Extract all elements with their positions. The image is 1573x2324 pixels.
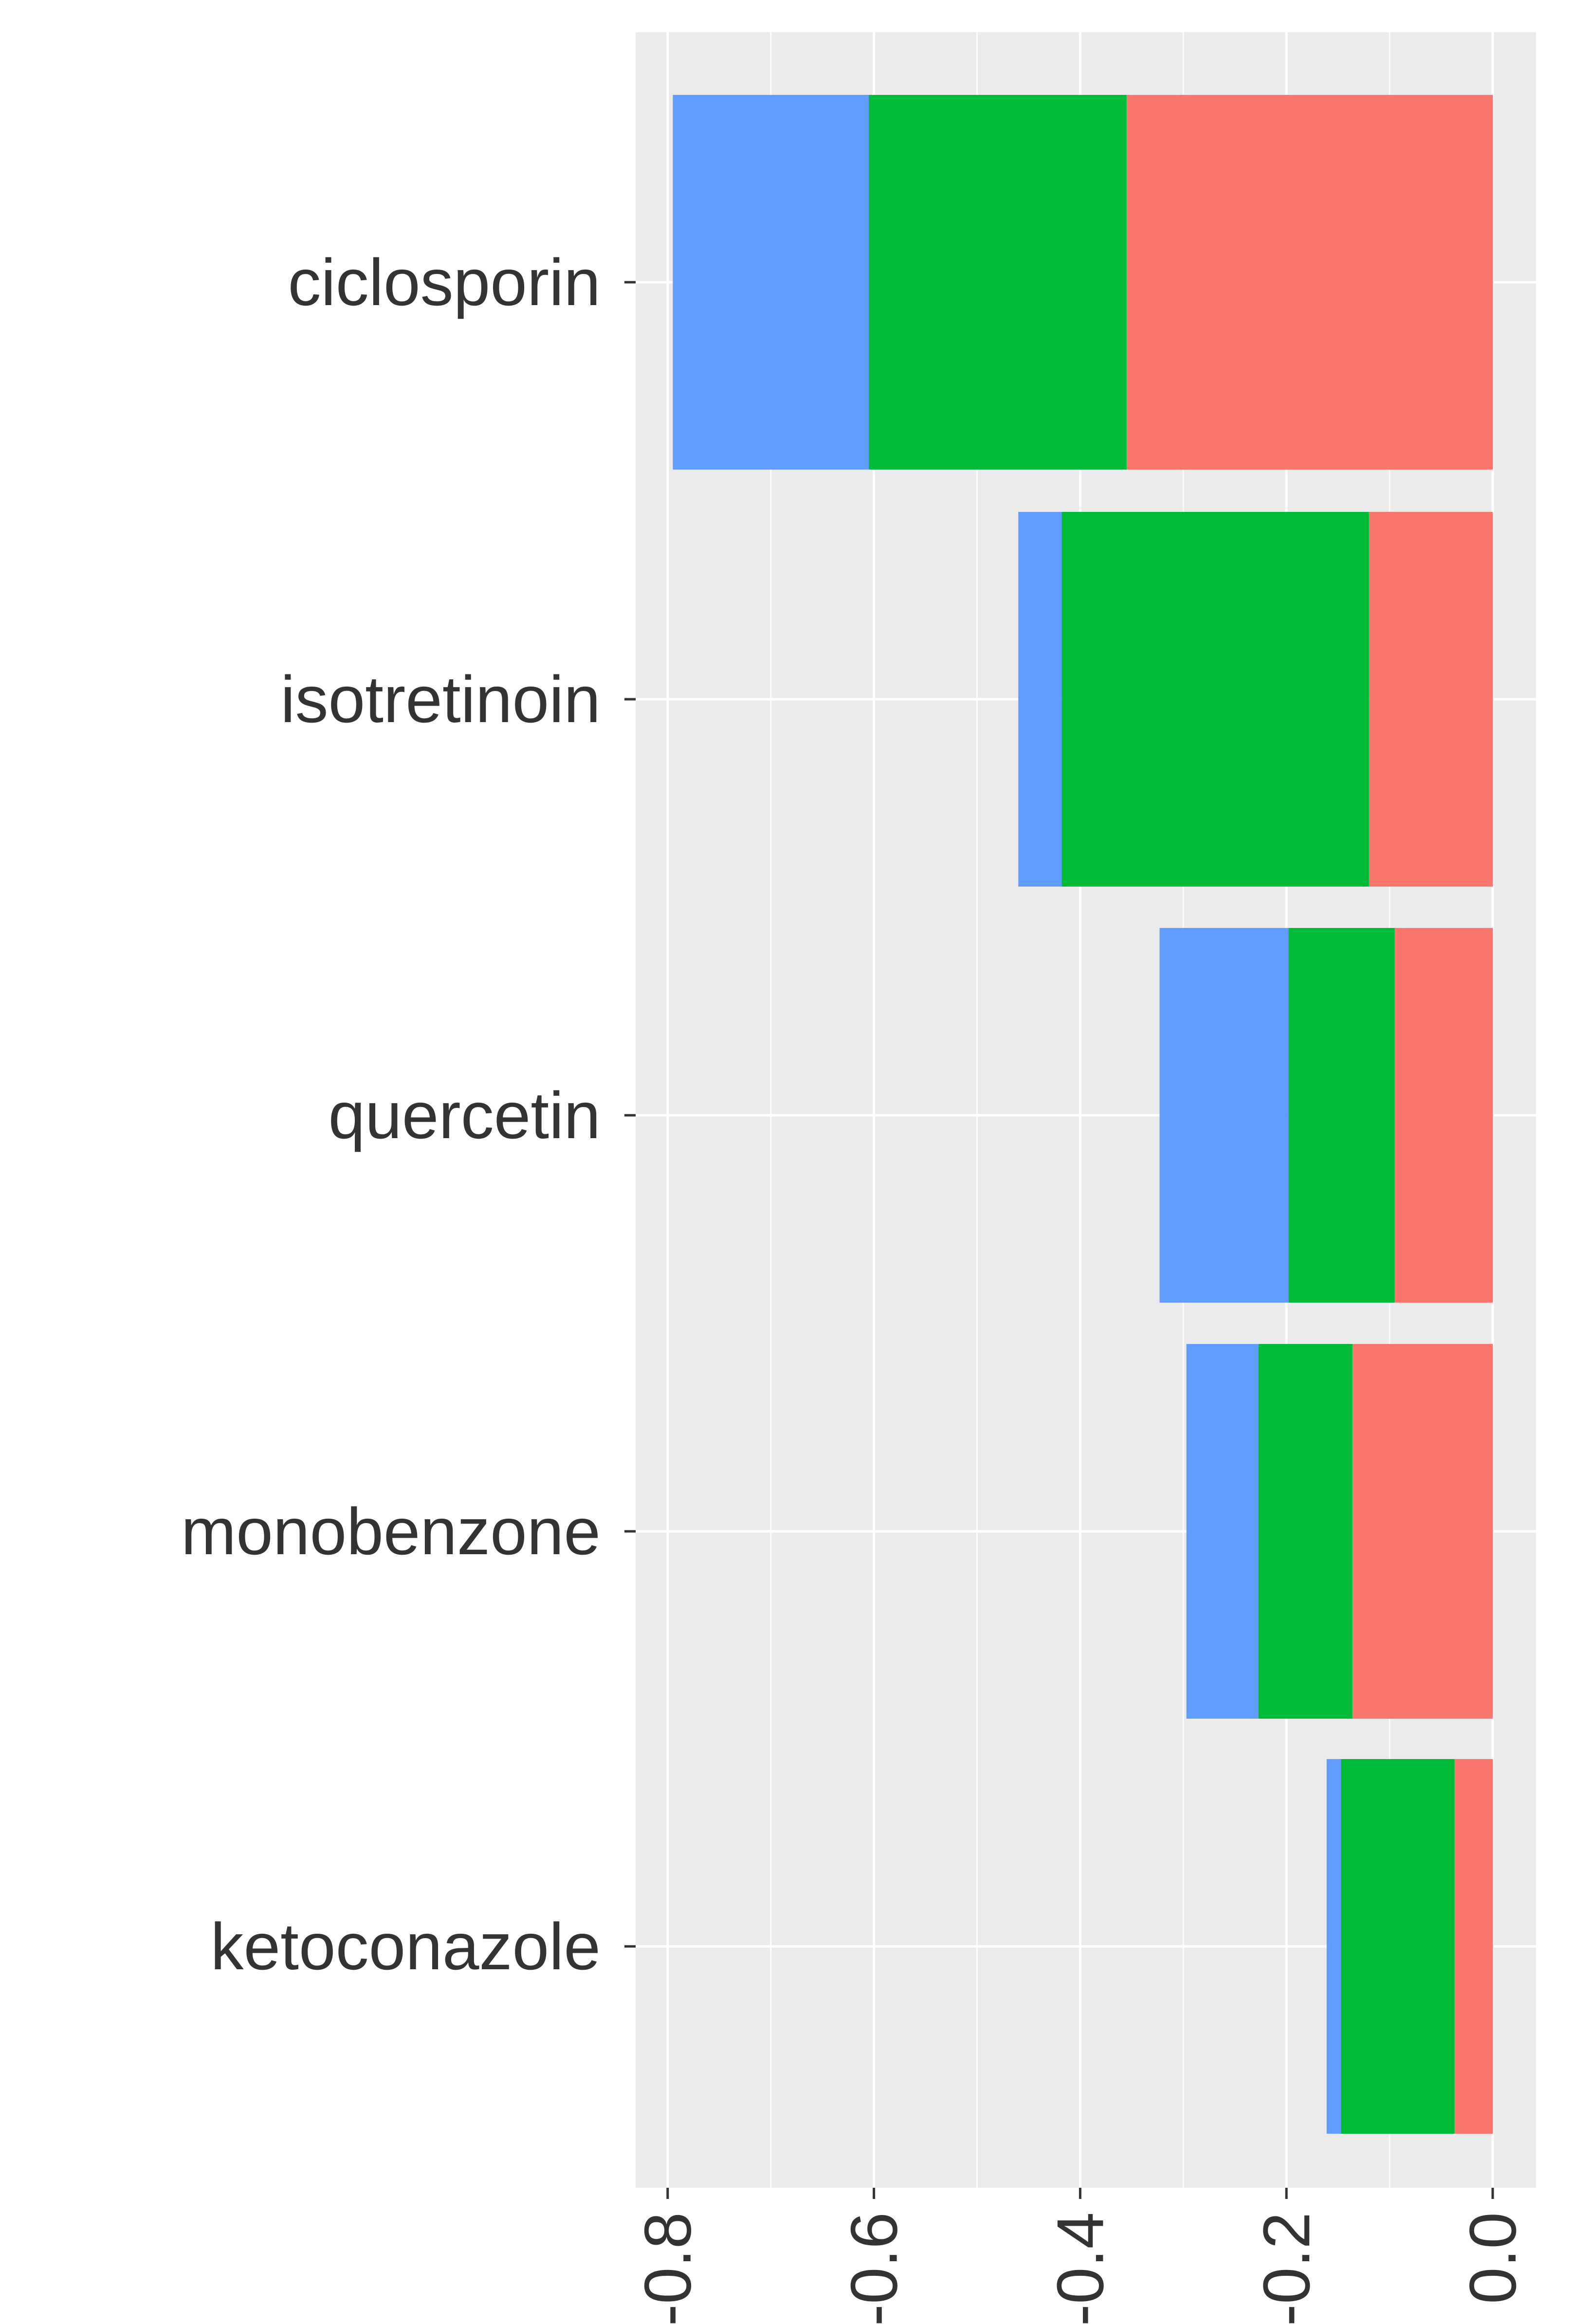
bar-segment bbox=[1394, 928, 1493, 1303]
y-tick-label: monobenzone bbox=[181, 1494, 601, 1568]
bar-segment bbox=[673, 95, 869, 470]
y-tick-label: isotretinoin bbox=[280, 662, 601, 736]
y-axis: ciclosporin isotretinoin quercetin monobenz… bbox=[181, 245, 636, 1983]
bar-segment bbox=[1159, 928, 1289, 1303]
x-tick-label: -0.6 bbox=[837, 2212, 911, 2324]
bar-segment bbox=[1186, 1344, 1259, 1719]
bar-segment bbox=[1454, 1759, 1493, 2134]
x-axis: -0.8 -0.6 -0.4 -0.2 0.0 bbox=[631, 2188, 1530, 2324]
bar-segment bbox=[1352, 1344, 1493, 1719]
bars bbox=[673, 95, 1493, 2134]
x-tick-label: -0.8 bbox=[631, 2212, 705, 2324]
x-tick-label: -0.2 bbox=[1249, 2212, 1323, 2324]
y-tick-label: ciclosporin bbox=[288, 245, 601, 319]
bar-segment bbox=[1341, 1759, 1455, 2134]
bar-segment bbox=[1061, 512, 1369, 887]
x-tick-label: -0.4 bbox=[1043, 2212, 1117, 2324]
bar-segment bbox=[1258, 1344, 1353, 1719]
bar-segment bbox=[869, 95, 1127, 470]
bar-segment bbox=[1126, 95, 1493, 470]
bar-segment bbox=[1018, 512, 1062, 887]
bar-segment bbox=[1369, 512, 1493, 887]
y-tick-label: ketoconazole bbox=[211, 1909, 601, 1983]
x-tick-label: 0.0 bbox=[1456, 2212, 1530, 2304]
bar-segment bbox=[1326, 1759, 1341, 2134]
y-tick-label: quercetin bbox=[329, 1078, 601, 1152]
bar-segment bbox=[1288, 928, 1395, 1303]
